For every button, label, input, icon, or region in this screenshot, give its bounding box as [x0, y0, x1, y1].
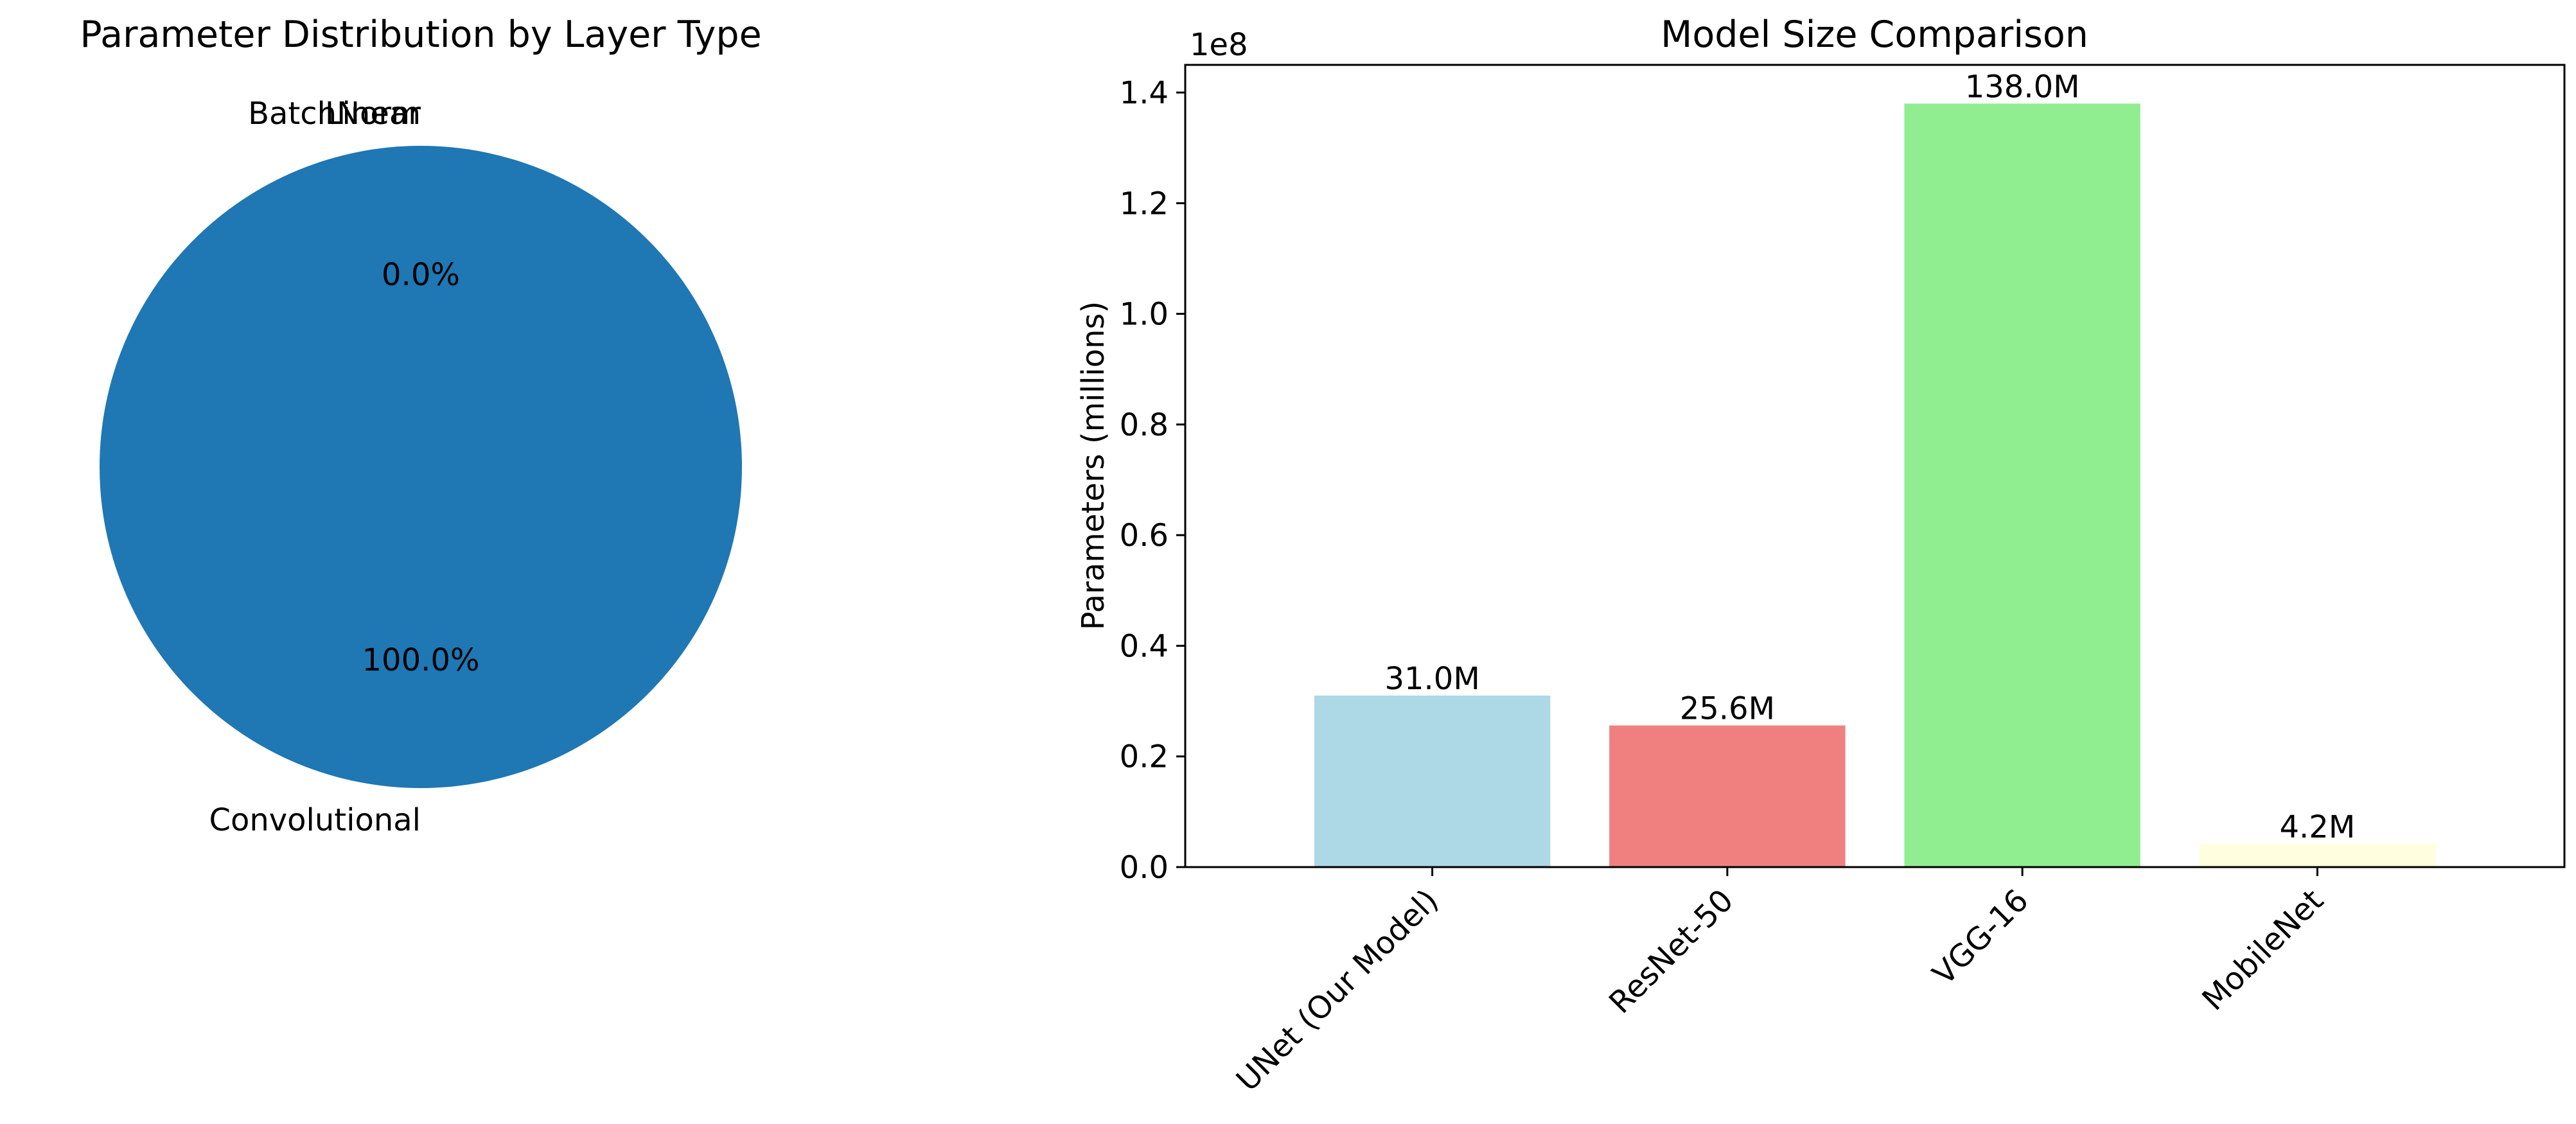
x-tick-label-vgg-16: VGG-16 [1926, 883, 2036, 992]
axes-frame [1184, 64, 2566, 868]
bar-value-label-unet-our-model: 31.0M [1384, 661, 1479, 697]
pie-pct-label-convolutional: 100.0% [362, 642, 479, 678]
y-tick-label: 0.4 [1120, 628, 1169, 664]
bar-chart-panel: Model Size Comparison 1e8 Parameters (mi… [1075, 13, 2566, 1098]
x-tick-label-unet-our-model: UNet (Our Model) [1230, 883, 1445, 1098]
pie-labels: Convolutional 100.0% BatchNorm 0.0% Linear [209, 96, 479, 838]
bar-chart-title: Model Size Comparison [1661, 13, 2088, 56]
y-tick-label: 0.0 [1120, 850, 1169, 886]
y-axis-ticks: 0.0 0.2 0.4 0.6 0.8 1.0 1.2 1.4 [1120, 75, 1185, 886]
pie-pct-label-batchnorm: 0.0% [382, 257, 460, 293]
bar-vgg-16 [1904, 103, 2140, 868]
bars [1314, 103, 2436, 868]
y-tick-label: 0.6 [1120, 518, 1169, 554]
bar-unet-our-model [1314, 695, 1551, 867]
y-tick-label: 1.0 [1120, 297, 1169, 333]
pie-slice-convolutional [100, 146, 742, 788]
y-axis-label: Parameters (millions) [1075, 301, 1111, 630]
x-tick-label-mobilenet: MobileNet [2195, 883, 2331, 1018]
pie-chart-panel: Parameter Distribution by Layer Type Con… [80, 13, 761, 838]
y-tick-label: 0.2 [1120, 739, 1169, 775]
pie-label-convolutional: Convolutional [209, 802, 421, 838]
pie-slices [100, 146, 742, 788]
x-axis-ticks: UNet (Our Model) ResNet-50 VGG-16 MobileNet [1230, 867, 2331, 1098]
bar-value-label-vgg-16: 138.0M [1965, 69, 2080, 105]
pie-chart-title: Parameter Distribution by Layer Type [80, 13, 761, 56]
bar-data-labels: 31.0M 25.6M 138.0M 4.2M [1384, 69, 2355, 845]
pie-label-batchnorm: BatchNorm [248, 96, 421, 132]
bar-mobilenet [2199, 843, 2436, 867]
bar-resnet-50 [1609, 725, 1846, 867]
bar-value-label-mobilenet: 4.2M [2280, 809, 2356, 845]
x-tick-label-resnet-50: ResNet-50 [1602, 883, 1740, 1021]
y-tick-label: 1.4 [1120, 75, 1169, 111]
y-tick-label: 1.2 [1120, 186, 1169, 222]
y-tick-label: 0.8 [1120, 407, 1169, 443]
y-axis-offset-text: 1e8 [1190, 27, 1248, 63]
bar-value-label-resnet-50: 25.6M [1680, 690, 1775, 726]
pie-label-linear: Linear [325, 96, 421, 132]
